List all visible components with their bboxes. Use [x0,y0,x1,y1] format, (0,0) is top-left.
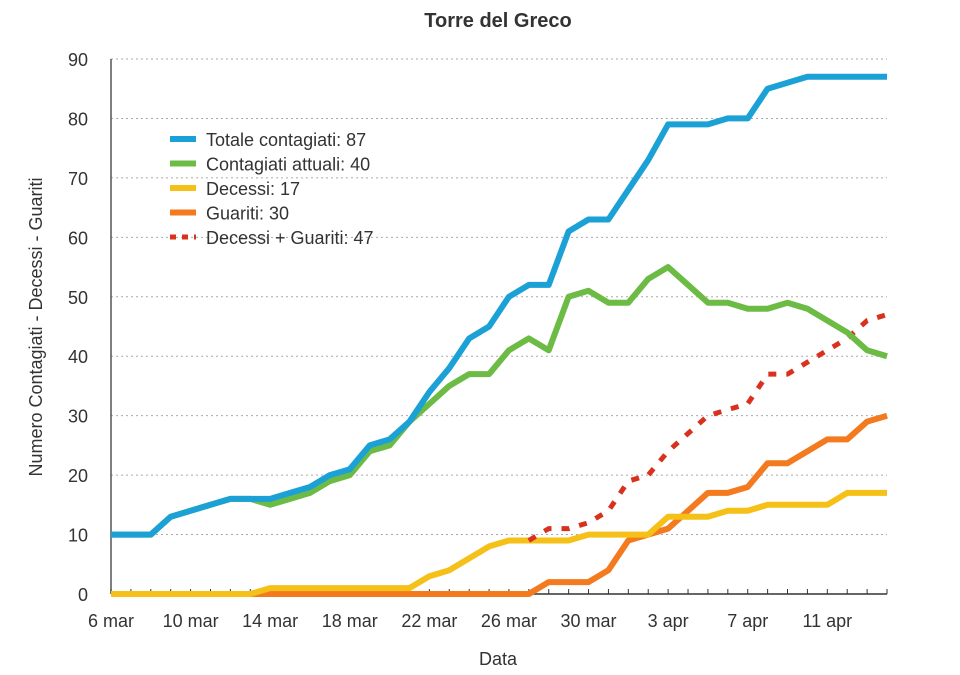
x-tick-label: 22 mar [401,611,457,631]
chart-title: Torre del Greco [424,10,571,32]
y-tick-label: 60 [68,228,88,248]
x-axis-label: Data [479,649,518,669]
y-tick-label: 30 [68,407,88,427]
y-tick-label: 80 [68,109,88,129]
y-axis-label: Numero Contagiati - Decessi - Guariti [26,177,46,476]
series-line-4 [527,312,888,543]
x-tick-label: 7 apr [727,611,768,631]
legend-label: Guariti: 30 [206,204,289,224]
series-line-2 [111,489,887,597]
x-tick-label: 18 mar [322,611,378,631]
legend-label: Decessi: 17 [206,179,300,199]
y-tick-label: 90 [68,50,88,70]
legend-label: Decessi + Guariti: 47 [206,228,374,248]
x-tick-label: 10 mar [163,611,219,631]
legend-label: Contagiati attuali: 40 [206,155,370,175]
y-tick-label: 10 [68,526,88,546]
y-tick-label: 70 [68,169,88,189]
legend-label: Totale contagiati: 87 [206,130,366,150]
series-line-0 [111,73,887,538]
x-tick-label: 6 mar [88,611,134,631]
x-tick-label: 3 apr [648,611,689,631]
x-tick-label: 11 apr [802,611,852,631]
x-tick-label: 14 mar [242,611,298,631]
y-tick-label: 40 [68,347,88,367]
x-tick-label: 26 mar [481,611,537,631]
y-tick-label: 50 [68,288,88,308]
y-tick-label: 0 [78,585,88,605]
x-tick-label: 30 mar [561,611,617,631]
y-tick-label: 20 [68,466,88,486]
